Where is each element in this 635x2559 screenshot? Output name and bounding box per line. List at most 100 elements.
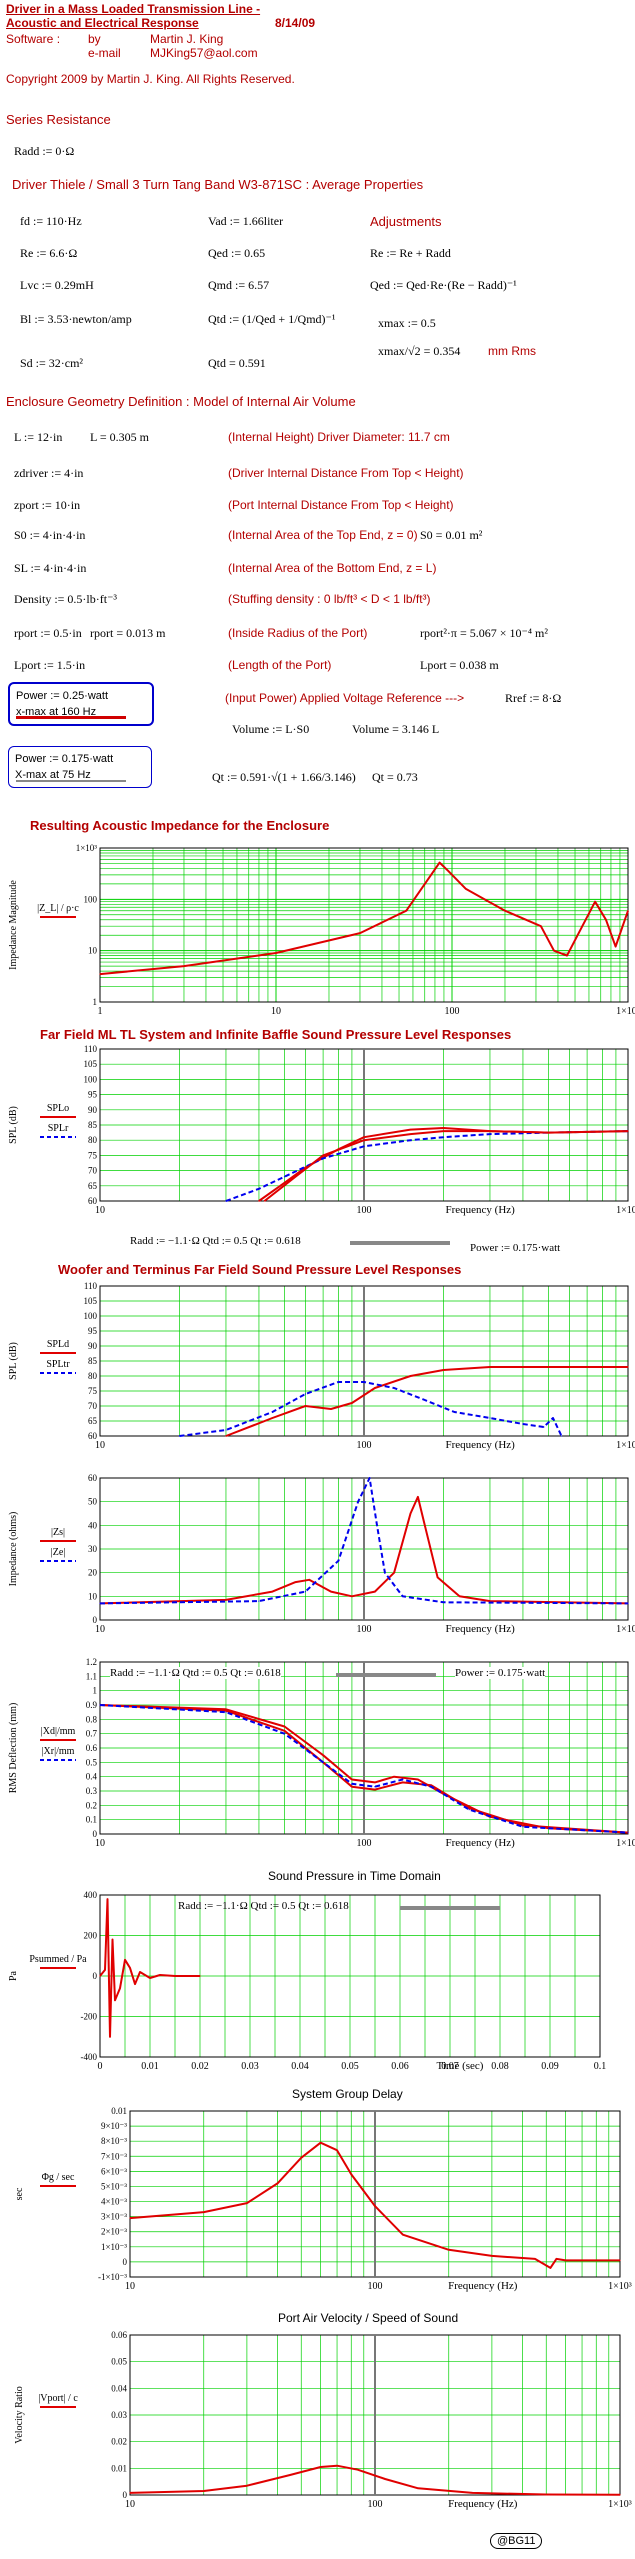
data-point xyxy=(271,1591,273,1593)
data-point xyxy=(491,2255,493,2257)
data-point xyxy=(304,1405,306,1407)
data-point xyxy=(225,1711,227,1713)
series-line xyxy=(129,2464,621,2496)
data-point xyxy=(560,1435,563,1437)
x-tick-label: 1×10³ xyxy=(616,1624,635,1635)
enclosure-note-1: (Driver Internal Distance From Top < Hei… xyxy=(228,466,464,480)
enclosure-note-2: (Port Internal Distance From Top < Heigh… xyxy=(228,498,454,512)
data-point xyxy=(439,862,441,864)
data-point xyxy=(99,1704,101,1706)
data-point xyxy=(336,2149,338,2151)
y-tick-label: 1×10³ xyxy=(76,843,98,853)
plot6-title: Sound Pressure in Time Domain xyxy=(268,1869,441,1883)
x-tick-label: 0.06 xyxy=(391,2061,409,2072)
driver-param-fd: fd := 110·Hz xyxy=(20,214,82,228)
data-point xyxy=(374,1786,376,1788)
y-tick-label: 0.8 xyxy=(86,1714,98,1724)
data-point xyxy=(304,1393,306,1395)
driver-heading: Driver Thiele / Small 3 Turn Tang Band W… xyxy=(12,177,424,192)
y-tick-label: 1 xyxy=(93,1686,98,1696)
x-tick-label: 1×10³ xyxy=(608,2499,632,2510)
legend-label: SPLtr xyxy=(46,1359,70,1370)
data-point xyxy=(330,1408,332,1410)
input-power-note: (Input Power) Applied Voltage Reference … xyxy=(225,691,465,705)
data-point xyxy=(489,1600,491,1602)
y-tick-label: 90 xyxy=(88,1105,98,1115)
data-point xyxy=(522,1423,524,1425)
data-point xyxy=(283,1730,286,1732)
enclosure-param-6: rport := 0.5·in xyxy=(14,626,82,640)
data-point xyxy=(225,1708,227,1710)
legend-label: |Ze| xyxy=(51,1547,66,1558)
footer-badge: @BG11 xyxy=(490,2533,543,2549)
data-point xyxy=(374,1789,376,1791)
y-tick-label: 1 xyxy=(93,997,98,1007)
y-tick-label: 1.2 xyxy=(86,1657,97,1667)
email-label: e-mail xyxy=(88,46,121,60)
data-point xyxy=(619,2259,621,2261)
driver-param-qmd: Qmd := 6.57 xyxy=(208,278,270,292)
y-tick-label: 0.7 xyxy=(86,1729,98,1739)
driver-param-vad: Vad := 1.66liter xyxy=(208,214,284,228)
spl-woofer-terminus-chart: 10 100 1×10³ 60 65 70 75 80 85 90 95 100 105 110 Frequ… xyxy=(8,1281,635,1451)
x-tick-label: 10 xyxy=(271,1006,281,1017)
y-tick-label: 40 xyxy=(88,1520,98,1530)
data-point xyxy=(447,870,449,872)
driver-param-qtd: Qtd := (1/Qed + 1/Qmd)⁻¹ xyxy=(208,312,336,326)
data-point xyxy=(351,1786,353,1788)
enclosure-note-6: (Inside Radius of the Port) xyxy=(228,626,368,640)
data-point xyxy=(351,1595,353,1597)
data-point xyxy=(203,2490,205,2492)
data-point xyxy=(369,1477,371,1479)
y-tick-label: 0.2 xyxy=(86,1800,97,1810)
x-tick-label: 1×10³ xyxy=(616,1205,635,1216)
y-tick-label: 110 xyxy=(84,1281,98,1291)
driver-param-sd: Sd := 32·cm² xyxy=(20,356,84,370)
adjust-qed: Qed := Qed·Re·(Re − Radd)⁻¹ xyxy=(370,278,517,292)
data-point xyxy=(374,1387,376,1389)
x-tick-label: 1×10³ xyxy=(616,1440,635,1451)
x-tick-label: 1×10³ xyxy=(608,2281,632,2292)
x-axis-label: Frequency (Hz) xyxy=(445,1623,515,1635)
data-point xyxy=(442,1130,445,1132)
data-point xyxy=(276,2182,279,2184)
grid xyxy=(99,847,629,1003)
data-point xyxy=(374,1781,376,1783)
data-point xyxy=(409,1512,412,1515)
y-tick-label: 60 xyxy=(88,1473,98,1483)
data-point xyxy=(183,965,185,967)
data-point xyxy=(468,1809,470,1811)
y-tick-label: 0.02 xyxy=(111,2437,127,2447)
data-point xyxy=(129,2217,131,2219)
data-point xyxy=(337,1381,339,1383)
y-tick-label: 0 xyxy=(93,1971,98,1981)
x-tick-label: 10 xyxy=(95,1205,105,1216)
data-point xyxy=(351,1402,353,1404)
x-tick-label: 10 xyxy=(95,1624,105,1635)
data-point xyxy=(104,1969,106,1971)
power-box-2-note: X-max at 75 Hz xyxy=(15,769,91,781)
data-point xyxy=(351,1783,353,1785)
y-tick-label: 95 xyxy=(88,1326,98,1336)
adjustments-heading: Adjustments xyxy=(370,214,442,229)
legend-label: |Xr|/mm xyxy=(42,1746,75,1757)
data-point xyxy=(106,1898,109,1900)
plot6-params: Radd := −1.1·Ω Qtd := 0.5 Qt := 0.618 xyxy=(178,1900,349,1912)
data-point xyxy=(322,1754,324,1756)
power-box-2-underline xyxy=(16,780,126,782)
data-point xyxy=(294,1581,297,1583)
data-point xyxy=(258,1200,260,1202)
power-box-2: Power := 0.175·watt X-max at 75 Hz xyxy=(8,746,152,788)
copyright: Copyright 2009 by Martin J. King. All Ri… xyxy=(6,72,295,86)
x-axis-label: Frequency (Hz) xyxy=(448,2280,518,2292)
enclosure-note-3: (Internal Area of the Top End, z = 0) xyxy=(228,528,418,542)
data-point xyxy=(442,1127,445,1129)
impedance-chart: 1 10 100 1×10³ 1 10 100 1×10³ Impedance Magnitud… xyxy=(8,843,635,1017)
y-tick-label: 3×10⁻³ xyxy=(101,2212,127,2222)
y-tick-label: 0.9 xyxy=(86,1700,98,1710)
x-tick-label: 1 xyxy=(98,1006,103,1017)
plot-frame xyxy=(99,847,629,1003)
y-tick-label: 20 xyxy=(88,1568,98,1578)
adjust-xmax-rms: xmax/√2 = 0.354 xyxy=(378,344,461,358)
adjust-re: Re := Re + Radd xyxy=(370,246,451,260)
